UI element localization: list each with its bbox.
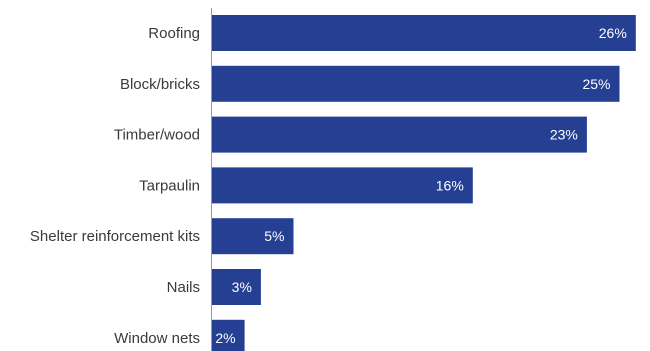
bars-group — [212, 15, 636, 351]
value-label-1: 25% — [582, 76, 610, 92]
bar-4 — [212, 218, 294, 255]
bar-0 — [212, 15, 636, 51]
value-label-4: 5% — [264, 228, 284, 244]
category-label-5: Nails — [167, 279, 200, 296]
bar-3 — [212, 167, 473, 204]
value-label-2: 23% — [550, 127, 578, 143]
bar-2 — [212, 116, 587, 153]
category-label-6: Window nets — [114, 330, 200, 347]
bar-6 — [212, 319, 245, 351]
category-label-1: Block/bricks — [120, 76, 200, 93]
bar-5 — [212, 269, 261, 305]
category-label-2: Timber/wood — [114, 127, 200, 144]
category-labels-group: Roofing Block/bricks Timber/wood Tarpaulin S… — [30, 25, 200, 347]
category-label-4: Shelter reinforcement kits — [30, 228, 200, 245]
value-labels-group: 26% 25% 23% 16% 5% 3% 2% — [215, 25, 626, 346]
value-label-5: 3% — [232, 279, 252, 295]
value-label-6: 2% — [215, 330, 235, 346]
value-label-3: 16% — [436, 177, 464, 193]
value-label-0: 26% — [599, 25, 627, 41]
bar-1 — [212, 65, 620, 102]
category-label-3: Tarpaulin — [139, 177, 200, 194]
category-label-0: Roofing — [148, 25, 200, 42]
